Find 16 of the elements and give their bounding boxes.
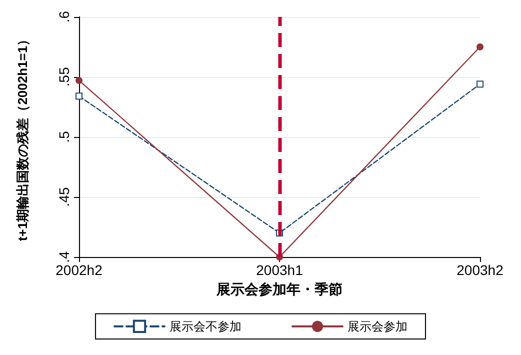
y-tick-label: .45: [56, 187, 72, 207]
y-tick-label: .55: [56, 66, 72, 87]
x-tick-label: 2002h2: [56, 262, 103, 278]
x-axis-title: 展示会参加年・季節: [216, 280, 342, 297]
point: [76, 76, 82, 84]
y-tick-label: .5: [56, 130, 72, 143]
x-tick-label: 2003h1: [256, 262, 304, 278]
legend-label: 展示会参加: [348, 319, 408, 334]
point: [76, 92, 82, 100]
y-tick-label: .6: [56, 10, 72, 23]
y-axis-title: t+1期輸出国数の残差（2002h1=1）: [15, 32, 30, 241]
point: [476, 80, 484, 88]
x-tick-label: 2003h2: [456, 262, 504, 278]
point: [476, 43, 484, 50]
legend-label: 展示会不参加: [170, 319, 242, 334]
y-tick-label: .4: [56, 250, 72, 263]
